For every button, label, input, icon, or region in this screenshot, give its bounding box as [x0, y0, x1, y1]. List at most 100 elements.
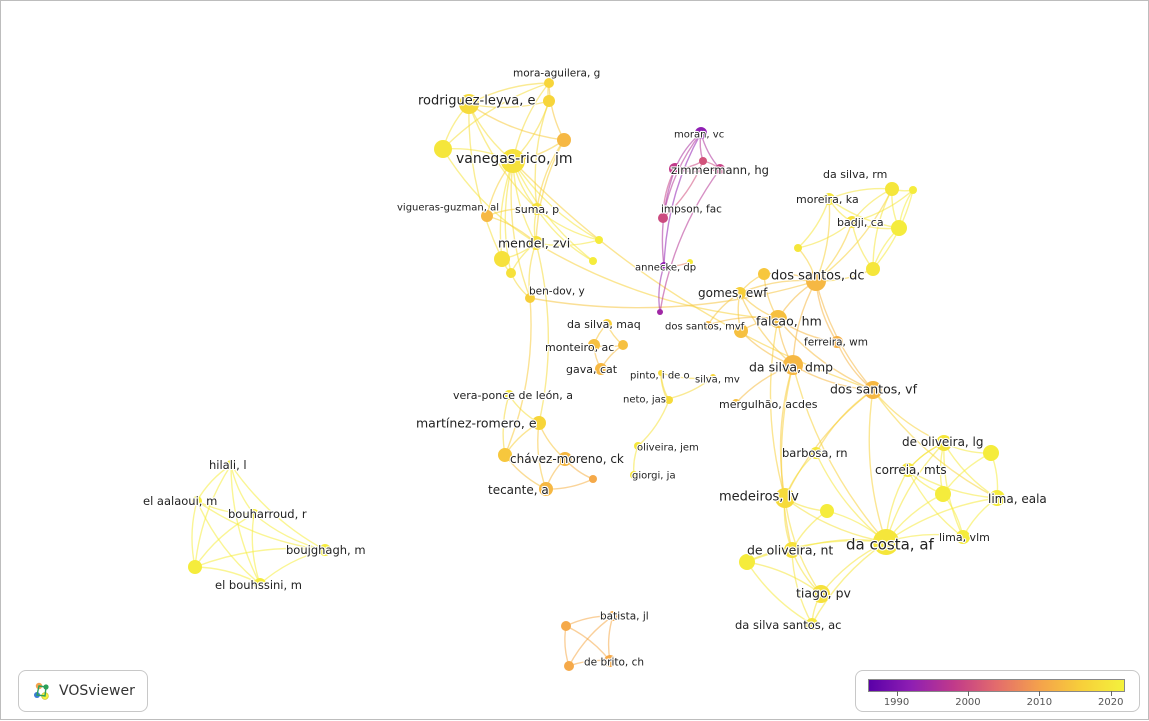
author-label[interactable]: moran, vc [673, 128, 725, 141]
author-node[interactable] [589, 257, 597, 265]
author-node[interactable] [498, 448, 512, 462]
author-node[interactable] [561, 621, 571, 631]
author-label[interactable]: gomes, ewf [697, 285, 769, 301]
author-node[interactable] [539, 482, 553, 496]
author-node[interactable] [864, 381, 882, 399]
author-node[interactable] [608, 611, 618, 621]
author-label[interactable]: de oliveira, lg [901, 434, 985, 450]
author-label[interactable]: mendel, zvi [497, 234, 571, 251]
author-node[interactable] [630, 471, 638, 479]
author-node[interactable] [595, 236, 603, 244]
author-label[interactable]: boujghagh, m [285, 542, 367, 558]
author-label[interactable]: falcao, hm [755, 312, 823, 329]
author-node[interactable] [660, 262, 668, 270]
author-label[interactable]: vera-ponce de león, a [452, 388, 574, 403]
author-node[interactable] [710, 374, 716, 380]
author-node[interactable] [558, 452, 572, 466]
author-node[interactable] [665, 396, 673, 404]
author-node[interactable] [989, 490, 1005, 506]
author-node[interactable] [604, 655, 616, 667]
author-node[interactable] [658, 213, 668, 223]
author-label[interactable]: el aalaoui, m [142, 493, 218, 509]
author-label[interactable]: moreira, ka [795, 192, 860, 207]
author-label[interactable]: medeiros, lv [718, 488, 800, 505]
author-node[interactable] [956, 530, 970, 544]
author-label[interactable]: mora-aguilera, g [512, 67, 602, 81]
author-node[interactable] [192, 496, 202, 506]
author-node[interactable] [935, 486, 951, 502]
author-label[interactable]: barbosa, rn [781, 445, 849, 461]
author-label[interactable]: giorgi, ja [631, 469, 677, 482]
author-node[interactable] [758, 268, 770, 280]
author-node[interactable] [557, 133, 571, 147]
author-node[interactable] [732, 399, 740, 407]
author-node[interactable] [529, 236, 543, 250]
author-node[interactable] [506, 268, 516, 278]
author-node[interactable] [734, 287, 746, 299]
author-node[interactable] [846, 216, 858, 228]
author-label[interactable]: impson, fac [660, 203, 723, 217]
vosviewer-logo-badge[interactable]: VOSviewer [18, 670, 148, 712]
author-node[interactable] [704, 321, 712, 329]
author-node[interactable] [669, 163, 681, 175]
author-label[interactable]: mergulhão, acdes [718, 397, 819, 412]
author-label[interactable]: da costa, af [845, 534, 936, 554]
author-node[interactable] [873, 529, 899, 555]
author-label[interactable]: batista, jl [599, 610, 650, 624]
author-label[interactable]: dos santos, vf [829, 380, 919, 397]
author-node[interactable] [983, 445, 999, 461]
author-label[interactable]: gava, cat [565, 362, 619, 377]
author-node[interactable] [544, 78, 554, 88]
author-label[interactable]: chávez-moreno, ck [509, 451, 625, 467]
author-label[interactable]: neto, jas [622, 393, 667, 406]
author-node[interactable] [812, 585, 830, 603]
author-label[interactable]: tiago, pv [795, 584, 853, 601]
author-node[interactable] [699, 157, 707, 165]
author-label[interactable]: dos santos, mvf [664, 320, 746, 333]
author-label[interactable]: ben-dov, y [528, 285, 586, 299]
author-node[interactable] [494, 251, 510, 267]
author-node[interactable] [226, 460, 236, 470]
author-node[interactable] [775, 488, 795, 508]
author-label[interactable]: da silva santos, ac [734, 617, 843, 633]
author-node[interactable] [810, 447, 822, 459]
author-node[interactable] [687, 259, 693, 265]
author-label[interactable]: vigueras-guzman, al [396, 201, 500, 214]
author-node[interactable] [739, 554, 755, 570]
author-node[interactable] [820, 504, 834, 518]
author-label[interactable]: suma, p [514, 202, 560, 217]
author-node[interactable] [504, 390, 514, 400]
author-node[interactable] [806, 271, 826, 291]
author-label[interactable]: silva, mv [694, 373, 741, 386]
author-node[interactable] [885, 182, 899, 196]
author-label[interactable]: tecante, a [487, 482, 550, 498]
author-node[interactable] [588, 339, 600, 351]
author-node[interactable] [434, 140, 452, 158]
author-node[interactable] [525, 293, 535, 303]
author-label[interactable]: vanegas-rico, jm [455, 150, 574, 168]
author-label[interactable]: dos santos, dc [770, 267, 866, 284]
author-node[interactable] [769, 310, 787, 328]
author-node[interactable] [319, 544, 331, 556]
author-label[interactable]: de brito, ch [583, 656, 645, 670]
author-label[interactable]: de oliveira, nt [746, 541, 835, 558]
author-label[interactable]: oliveira, jem [636, 441, 700, 454]
author-node[interactable] [866, 262, 880, 276]
author-label[interactable]: da silva, dmp [748, 358, 834, 375]
author-node[interactable] [891, 220, 907, 236]
author-node[interactable] [602, 319, 612, 329]
author-node[interactable] [481, 210, 493, 222]
author-label[interactable]: da silva, rm [822, 167, 889, 182]
author-label[interactable]: ferreira, wm [803, 336, 869, 350]
author-node[interactable] [784, 542, 800, 558]
author-label[interactable]: da silva, maq [566, 317, 642, 332]
author-label[interactable]: rodriguez-leyva, e [417, 92, 537, 109]
author-node[interactable] [658, 370, 664, 376]
author-node[interactable] [249, 509, 259, 519]
author-node[interactable] [909, 186, 917, 194]
author-node[interactable] [936, 435, 952, 451]
author-node[interactable] [254, 578, 266, 590]
author-node[interactable] [459, 94, 479, 114]
author-node[interactable] [715, 164, 725, 174]
